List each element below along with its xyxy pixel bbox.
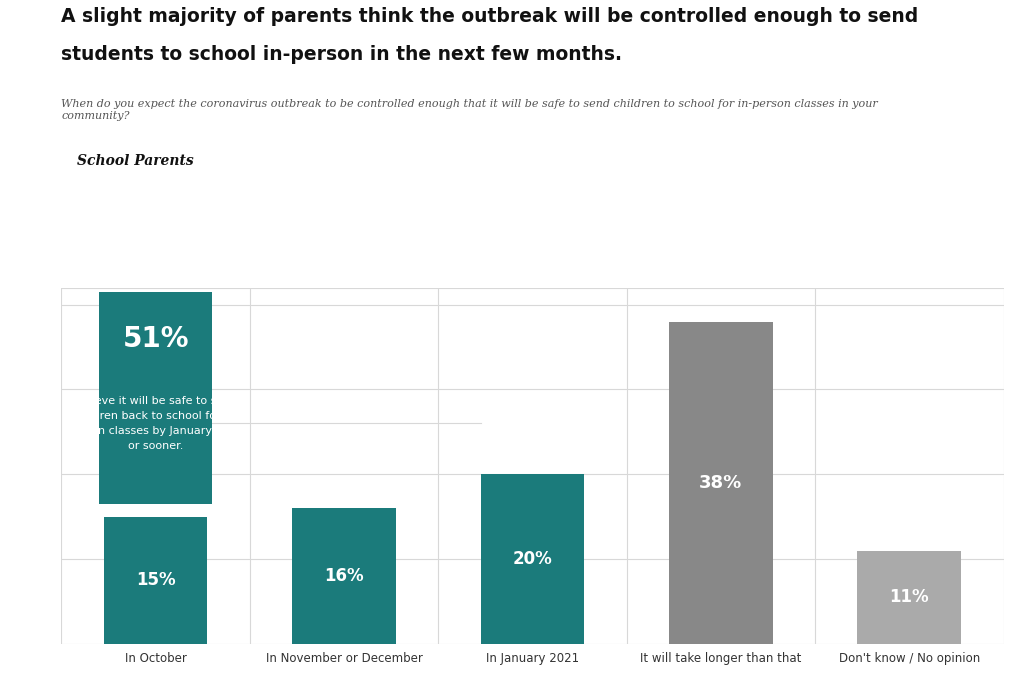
Text: Believe it will be safe to send
children back to school for in-
person classes b: Believe it will be safe to send children… xyxy=(68,396,244,451)
Text: 20%: 20% xyxy=(513,550,552,568)
Bar xyxy=(103,516,208,644)
Text: 15%: 15% xyxy=(136,571,175,589)
Bar xyxy=(292,508,396,644)
FancyBboxPatch shape xyxy=(99,292,212,504)
Bar xyxy=(857,551,962,644)
Text: When do you expect the coronavirus outbreak to be controlled enough that it will: When do you expect the coronavirus outbr… xyxy=(61,99,879,121)
Text: A slight majority of parents think the outbreak will be controlled enough to sen: A slight majority of parents think the o… xyxy=(61,7,919,26)
Text: 11%: 11% xyxy=(890,588,929,606)
Text: 16%: 16% xyxy=(325,567,364,585)
Bar xyxy=(669,322,773,644)
Text: 38%: 38% xyxy=(699,474,742,492)
Text: 51%: 51% xyxy=(123,325,188,353)
Bar xyxy=(480,474,585,644)
Text: School Parents: School Parents xyxy=(77,154,194,168)
Text: students to school in-person in the next few months.: students to school in-person in the next… xyxy=(61,45,623,64)
